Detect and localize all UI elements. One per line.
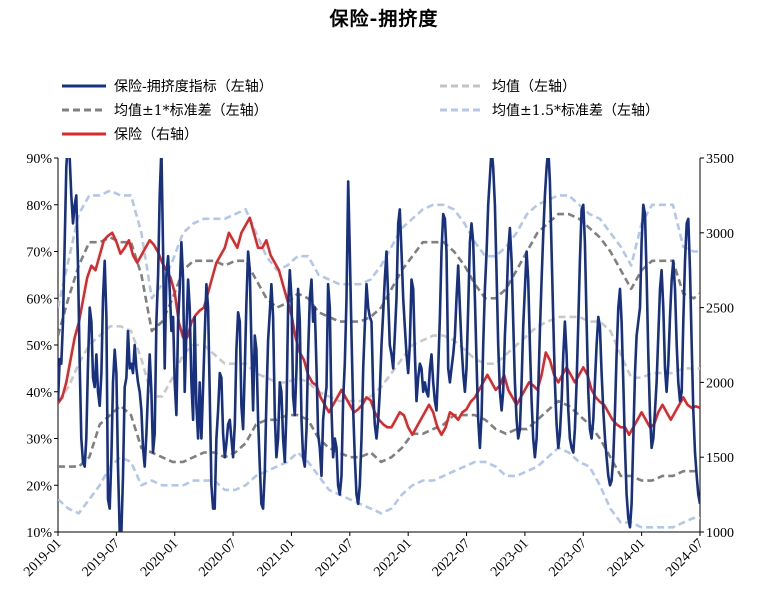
left-tick-label: 90% [26,152,52,167]
band15-line [58,446,700,529]
x-tick-label: 2019-01 [21,536,65,580]
x-tick-label: 2021-07 [313,536,357,580]
right-tick-label: 3500 [706,152,734,167]
legend-label-band15: 均值±1.5*标准差（左轴） [492,103,659,119]
x-tick-label: 2021-01 [255,536,299,580]
crowding-line [58,158,700,532]
band15-line [58,189,700,308]
right-tick-label: 3000 [706,227,734,242]
band1-line [58,399,700,482]
x-tick-label: 2022-01 [371,536,415,580]
x-tick-label: 2023-07 [546,536,590,580]
plot-lines [58,158,700,532]
left-tick-label: 20% [26,479,52,494]
left-tick-label: 60% [26,292,52,307]
legend-label-mean: 均值（左轴） [492,79,576,95]
chart-title: 保险-拥挤度 [329,8,439,30]
right-tick-label: 2000 [706,376,734,391]
x-tick-label: 2023-01 [488,536,532,580]
left-tick-label: 10% [26,526,52,541]
right-tick-label: 1000 [706,526,734,541]
left-tick-label: 80% [26,199,52,214]
left-tick-label: 50% [26,339,52,354]
x-tick-label: 2022-07 [430,536,474,580]
x-tick-label: 2020-07 [196,536,240,580]
right-tick-label: 2500 [706,302,734,317]
x-tick-label: 2019-07 [80,536,124,580]
legend: 保险-拥挤度指标（左轴） 均值（左轴） 均值±1*标准差（左轴） 均值±1.5*标准差… [62,79,659,143]
x-tick-label: 2020-01 [138,536,182,580]
left-tick-label: 40% [26,386,52,401]
x-tick-label: 2024-07 [663,536,707,580]
left-tick-label: 30% [26,433,52,448]
x-tick-label: 2024-01 [605,536,649,580]
legend-label-crowding: 保险-拥挤度指标（左轴） [114,79,273,95]
right-tick-label: 1500 [706,451,734,466]
left-tick-label: 70% [26,246,52,261]
legend-label-price: 保险（右轴） [114,127,198,143]
band1-line [58,212,700,336]
legend-label-band1: 均值±1*标准差（左轴） [114,103,268,119]
